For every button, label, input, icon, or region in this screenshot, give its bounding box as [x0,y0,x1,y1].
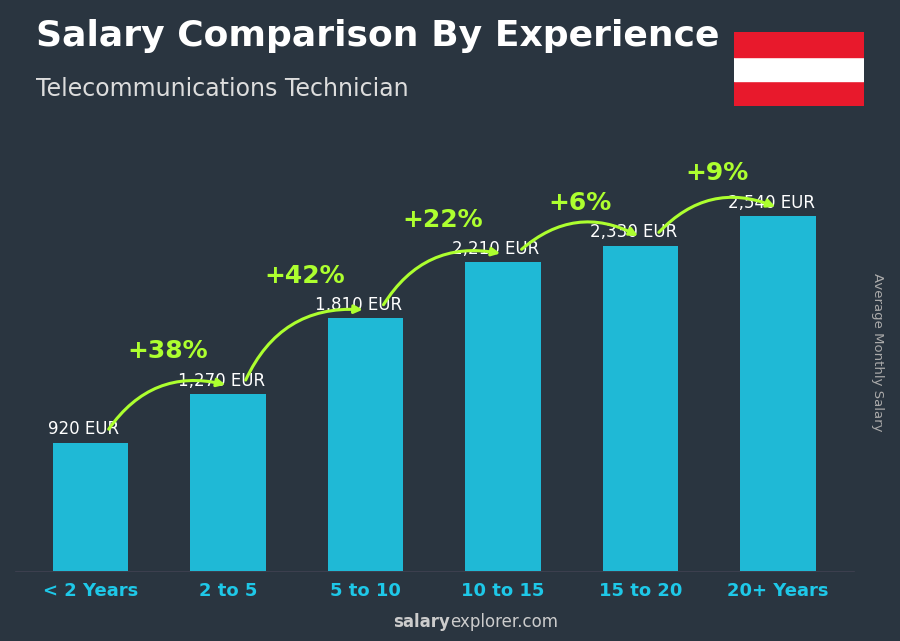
Text: explorer.com: explorer.com [450,613,558,631]
Text: 2,540 EUR: 2,540 EUR [727,194,814,212]
Bar [465,262,541,571]
Text: 920 EUR: 920 EUR [49,420,120,438]
Text: 2,210 EUR: 2,210 EUR [453,240,540,258]
Text: 1,810 EUR: 1,810 EUR [315,296,402,314]
Text: salary: salary [393,613,450,631]
Bar [734,81,864,106]
Bar [53,443,129,571]
Text: +9%: +9% [686,162,749,185]
Bar [734,56,864,81]
Bar [734,32,864,56]
Bar [740,216,815,571]
Text: +38%: +38% [127,339,208,363]
Text: 2,330 EUR: 2,330 EUR [590,223,677,242]
Text: +22%: +22% [402,208,482,231]
Text: 1,270 EUR: 1,270 EUR [177,372,265,390]
Text: +6%: +6% [548,191,612,215]
Bar [190,394,266,571]
Text: Average Monthly Salary: Average Monthly Salary [871,273,884,432]
Text: Salary Comparison By Experience: Salary Comparison By Experience [36,19,719,53]
Text: +42%: +42% [265,263,346,288]
Text: Telecommunications Technician: Telecommunications Technician [36,77,409,101]
Bar [328,319,403,571]
Bar [603,246,679,571]
